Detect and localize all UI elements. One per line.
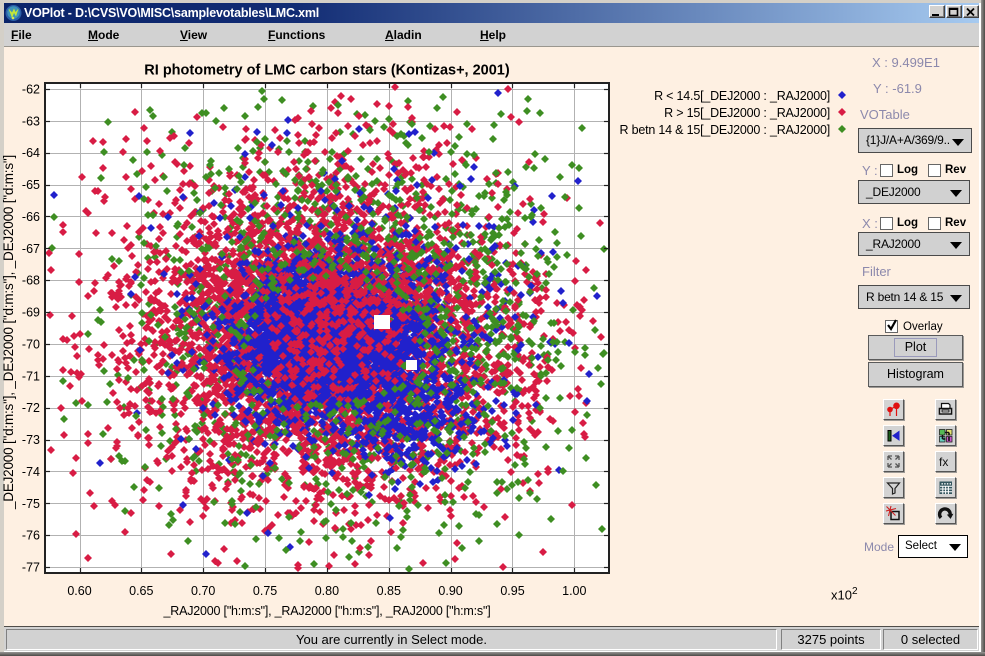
svg-text:0.85: 0.85 bbox=[377, 584, 401, 598]
svg-text:-68: -68 bbox=[22, 274, 40, 288]
svg-text:-63: -63 bbox=[22, 114, 40, 128]
svg-text:R > 15[_DEJ2000 : _RAJ2000]: R > 15[_DEJ2000 : _RAJ2000] bbox=[664, 106, 830, 120]
svg-text:R betn 14 & 15[_DEJ2000 : _RAJ: R betn 14 & 15[_DEJ2000 : _RAJ2000] bbox=[619, 123, 830, 137]
svg-text:-65: -65 bbox=[22, 178, 40, 192]
svg-text:-69: -69 bbox=[22, 306, 40, 320]
svg-text:-70: -70 bbox=[22, 338, 40, 352]
svg-text:-66: -66 bbox=[22, 210, 40, 224]
svg-text:-73: -73 bbox=[22, 433, 40, 447]
svg-text:_DEJ2000 ["d:m:s"], _DEJ2000 [: _DEJ2000 ["d:m:s"], _DEJ2000 ["d:m:s"], … bbox=[1, 155, 16, 510]
svg-text:_RAJ2000 ["h:m:s"], _RAJ2000 [: _RAJ2000 ["h:m:s"], _RAJ2000 ["h:m:s"], … bbox=[163, 604, 491, 618]
svg-text:-64: -64 bbox=[22, 146, 40, 160]
svg-text:R < 14.5[_DEJ2000 : _RAJ2000]: R < 14.5[_DEJ2000 : _RAJ2000] bbox=[654, 89, 830, 103]
svg-text:-77: -77 bbox=[22, 561, 40, 575]
svg-text:0.75: 0.75 bbox=[253, 584, 277, 598]
svg-text:-67: -67 bbox=[22, 242, 40, 256]
svg-text:fx: fx bbox=[939, 455, 948, 469]
svg-text:-74: -74 bbox=[22, 465, 40, 479]
svg-text:-62: -62 bbox=[22, 83, 40, 97]
svg-text:-71: -71 bbox=[22, 369, 40, 383]
svg-text:-75: -75 bbox=[22, 497, 40, 511]
svg-text:RI photometry of LMC carbon st: RI photometry of LMC carbon stars (Konti… bbox=[144, 63, 510, 79]
svg-text:0.60: 0.60 bbox=[67, 584, 91, 598]
svg-text:0.70: 0.70 bbox=[191, 584, 215, 598]
svg-text:-76: -76 bbox=[22, 529, 40, 543]
svg-text:0.65: 0.65 bbox=[129, 584, 153, 598]
svg-text:1.00: 1.00 bbox=[562, 584, 586, 598]
svg-text:0.80: 0.80 bbox=[315, 584, 339, 598]
svg-text:0.90: 0.90 bbox=[438, 584, 462, 598]
svg-text:0.95: 0.95 bbox=[500, 584, 524, 598]
svg-text:-72: -72 bbox=[22, 401, 40, 415]
